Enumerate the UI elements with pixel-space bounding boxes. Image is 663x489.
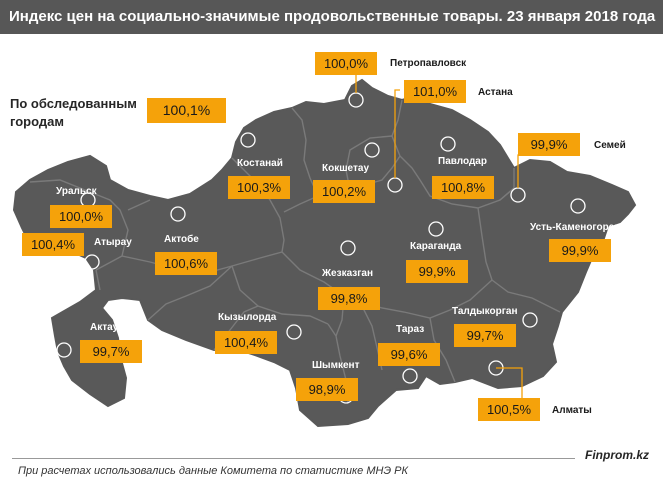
badge-atyrau: 100,4% [22,233,84,256]
city-label-taraz: Тараз [396,324,425,335]
city-label-semey: Семей [594,140,626,151]
city-label-kyzylorda: Кызылорда [218,312,277,323]
city-label-zhezkazgan: Жезказган [322,268,373,279]
city-label-uralsk: Уральск [56,186,97,197]
badge-karaganda: 99,9% [406,260,468,283]
city-marker-zhezkazgan [340,240,356,256]
badge-astana: 101,0% [404,80,466,103]
city-marker-pavlodar [440,136,456,152]
badge-uralsk: 100,0% [50,205,112,228]
badge-semey: 99,9% [518,133,580,156]
badge-kokshetau: 100,2% [313,180,375,203]
city-marker-ust-kamenogorsk [570,198,586,214]
map-title: Индекс цен на социально-значимые продово… [0,0,663,34]
summary-label: По обследованным городам [10,96,137,129]
city-label-kokshetau: Кокшетау [322,163,370,174]
badge-kyzylorda: 100,4% [215,331,277,354]
city-label-petropavlovsk: Петропавловск [390,58,467,69]
summary-value: 100,1% [147,98,226,123]
city-marker-karaganda [428,221,444,237]
city-label-aktobe: Актобе [164,234,199,245]
city-marker-taldykorgan [522,312,538,328]
city-label-almaty: Алматы [552,405,592,416]
city-label-astana: Астана [478,87,513,98]
footer-divider [12,458,575,459]
region-borders [29,99,561,405]
city-label-kostanay: Костанай [237,158,283,169]
city-label-karaganda: Караганда [410,241,462,252]
city-label-aktau: Актау [90,322,119,333]
city-label-atyrau: Атырау [94,237,132,248]
badge-aktau: 99,7% [80,340,142,363]
city-marker-aktau [56,342,72,358]
city-marker-kostanay [240,132,256,148]
city-marker-aktobe [170,206,186,222]
badge-taraz: 99,6% [378,343,440,366]
badge-zhezkazgan: 99,8% [318,287,380,310]
badge-almaty: 100,5% [478,398,540,421]
badge-shymkent: 98,9% [296,378,358,401]
city-marker-taraz [402,368,418,384]
city-marker-atyrau [84,254,100,270]
badge-taldykorgan: 99,7% [454,324,516,347]
badge-aktobe: 100,6% [155,252,217,275]
city-label-taldykorgan: Талдыкорган [452,306,518,317]
badge-kostanay: 100,3% [228,176,290,199]
source-footnote: При расчетах использовались данные Комит… [18,465,408,477]
city-label-pavlodar: Павлодар [438,156,487,167]
city-label-ust-kamenogorsk: Усть-Каменогорск [530,222,620,233]
badge-ust-kamenogorsk: 99,9% [549,239,611,262]
country-shape [12,78,637,428]
brand-label: Finprom.kz [585,448,650,462]
badge-petropavlovsk: 100,0% [315,52,377,75]
city-marker-kokshetau [364,142,380,158]
badge-pavlodar-visible: 100,8% [432,176,494,199]
city-label-shymkent: Шымкент [312,360,360,371]
city-marker-kyzylorda [286,324,302,340]
